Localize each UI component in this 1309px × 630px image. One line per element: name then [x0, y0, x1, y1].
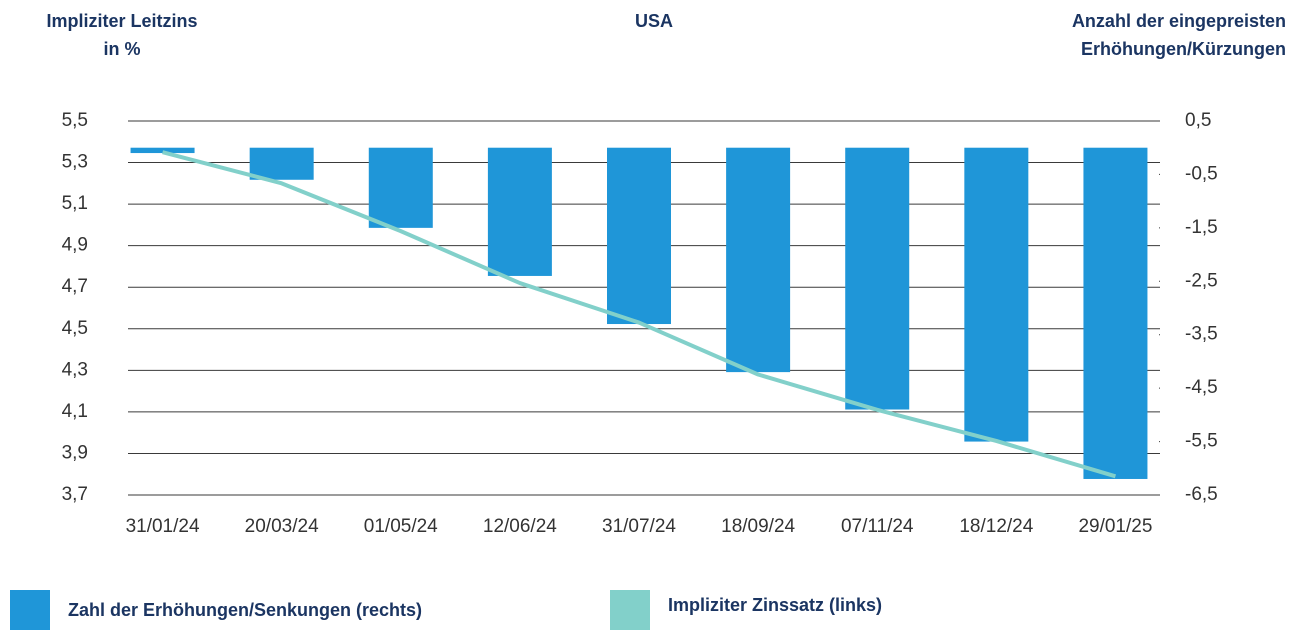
y-tick-label: 5,1	[62, 193, 88, 214]
x-tick-label: 18/09/24	[721, 516, 795, 537]
chart-title: USA	[635, 11, 673, 31]
y-tick-label: 3,9	[62, 442, 88, 463]
y-tick-label: 5,5	[62, 110, 88, 131]
y2-tick-label: -1,5	[1185, 217, 1218, 238]
bar	[487, 147, 552, 276]
bar	[130, 147, 195, 154]
x-tick-label: 18/12/24	[959, 516, 1033, 537]
x-tick-label: 29/01/25	[1078, 516, 1152, 537]
y2-tick-label: -5,5	[1185, 431, 1218, 452]
y-axis-label: in %	[103, 39, 140, 59]
bar	[368, 147, 433, 228]
y-tick-label: 5,3	[62, 152, 88, 173]
bar	[964, 147, 1029, 442]
legend-swatch	[610, 590, 650, 630]
legend-label: Zahl der Erhöhungen/Senkungen (rechts)	[68, 600, 422, 620]
y-axis-label: Impliziter Leitzins	[46, 11, 197, 31]
y-tick-label: 3,7	[62, 484, 88, 505]
legend-swatch	[10, 590, 50, 630]
x-tick-label: 31/01/24	[126, 516, 200, 537]
x-tick-label: 01/05/24	[364, 516, 438, 537]
y2-tick-label: -2,5	[1185, 270, 1218, 291]
x-tick-label: 20/03/24	[245, 516, 319, 537]
y2-tick-label: -3,5	[1185, 324, 1218, 345]
y2-tick-label: -0,5	[1185, 163, 1218, 184]
y-tick-label: 4,3	[62, 359, 88, 380]
bar	[726, 147, 791, 373]
bar	[607, 147, 671, 325]
x-tick-label: 07/11/24	[841, 516, 914, 537]
y2-axis-label: Erhöhungen/Kürzungen	[1081, 39, 1286, 59]
y2-tick-label: 0,5	[1185, 110, 1211, 131]
y2-tick-label: -6,5	[1185, 484, 1218, 505]
y-tick-label: 4,7	[62, 276, 88, 297]
x-tick-label: 12/06/24	[483, 516, 557, 537]
y2-tick-label: -4,5	[1185, 377, 1218, 398]
bar	[249, 147, 314, 180]
bar	[845, 147, 910, 410]
y-tick-label: 4,9	[62, 235, 88, 256]
bar	[1083, 147, 1148, 479]
y-tick-label: 4,1	[62, 401, 88, 422]
legend-label: Impliziter Zinssatz (links)	[668, 595, 882, 615]
x-tick-label: 31/07/24	[602, 516, 676, 537]
line	[162, 150, 1117, 479]
y-tick-label: 4,5	[62, 318, 88, 339]
y2-axis-label: Anzahl der eingepreisten	[1072, 11, 1286, 31]
